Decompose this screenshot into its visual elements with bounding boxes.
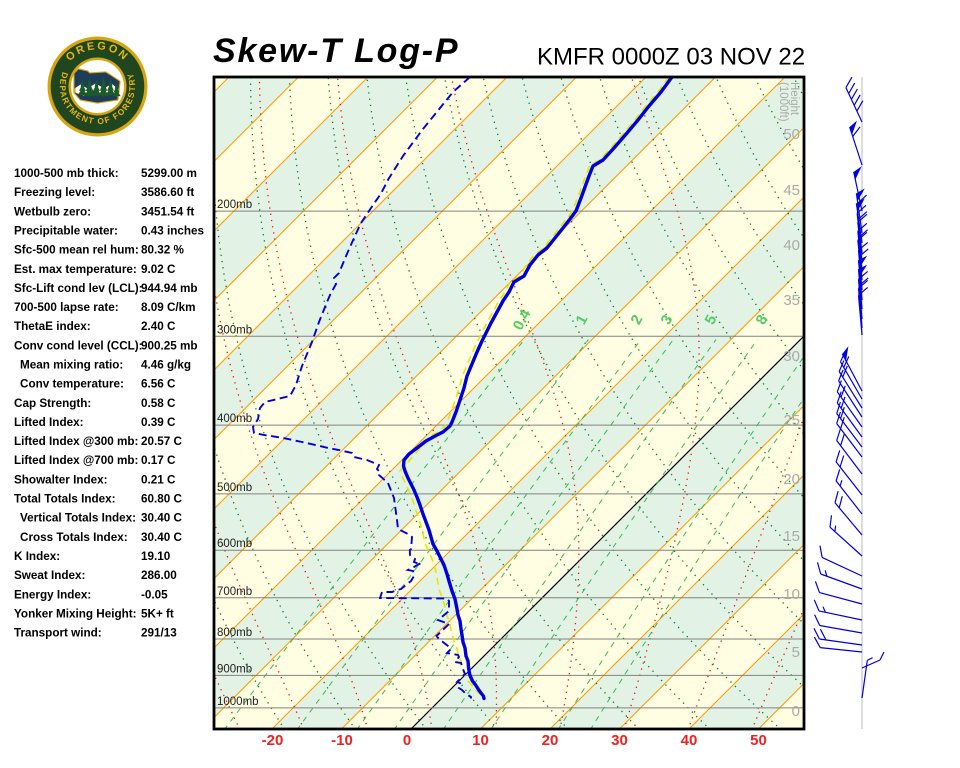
svg-text:50: 50 (750, 732, 767, 749)
svg-text:Lifted Index:: Lifted Index: (14, 416, 83, 429)
svg-text:Cap Strength:: Cap Strength: (14, 397, 91, 410)
svg-text:0.21 C: 0.21 C (141, 473, 176, 486)
svg-text:-20: -20 (262, 732, 284, 749)
svg-text:Vertical Totals Index:: Vertical Totals Index: (20, 512, 136, 525)
svg-text:200mb: 200mb (217, 199, 252, 211)
svg-text:45: 45 (783, 182, 800, 199)
svg-text:1000mb: 1000mb (217, 696, 259, 708)
svg-text:6.56 C: 6.56 C (141, 378, 176, 391)
svg-text:30.40 C: 30.40 C (141, 531, 182, 544)
svg-text:Cross Totals Index:: Cross Totals Index: (20, 531, 128, 544)
svg-text:291/13: 291/13 (141, 627, 177, 640)
svg-text:50: 50 (783, 126, 800, 143)
svg-text:0.43 inches: 0.43 inches (141, 224, 205, 237)
svg-text:-0.05: -0.05 (141, 588, 168, 601)
svg-text:K Index:: K Index: (14, 550, 60, 563)
svg-text:Precipitable water:: Precipitable water: (14, 224, 118, 237)
svg-text:Conv temperature:: Conv temperature: (20, 378, 124, 391)
svg-text:Total Totals Index:: Total Totals Index: (14, 493, 116, 506)
svg-text:60.80 C: 60.80 C (141, 493, 182, 506)
svg-text:4.46 g/kg: 4.46 g/kg (141, 359, 191, 372)
svg-text:20.57 C: 20.57 C (141, 435, 182, 448)
svg-text:2.40 C: 2.40 C (141, 320, 176, 333)
svg-text:-10: -10 (331, 732, 353, 749)
svg-text:35: 35 (783, 292, 800, 309)
svg-text:5299.00 m: 5299.00 m (141, 167, 197, 180)
svg-text:700mb: 700mb (217, 586, 252, 598)
svg-text:0: 0 (403, 732, 411, 749)
svg-text:25: 25 (783, 412, 800, 429)
svg-text:5K+ ft: 5K+ ft (141, 608, 174, 621)
svg-text:Lifted Index @300 mb:: Lifted Index @300 mb: (14, 435, 138, 448)
svg-text:900.25 mb: 900.25 mb (141, 339, 198, 352)
svg-text:800mb: 800mb (217, 627, 252, 639)
svg-text:10: 10 (783, 586, 800, 603)
svg-text:5: 5 (792, 644, 800, 661)
svg-text:600mb: 600mb (217, 538, 252, 550)
svg-text:500mb: 500mb (217, 482, 252, 494)
svg-text:Sweat Index:: Sweat Index: (14, 569, 85, 582)
svg-text:Est. max temperature:: Est. max temperature: (14, 263, 137, 276)
svg-text:ThetaE index:: ThetaE index: (14, 320, 91, 333)
svg-text:944.94 mb: 944.94 mb (141, 282, 198, 295)
svg-text:30: 30 (611, 732, 628, 749)
svg-text:Conv cond level (CCL):: Conv cond level (CCL): (14, 339, 143, 352)
svg-text:0.17 C: 0.17 C (141, 454, 176, 467)
svg-text:Sfc-500 mean rel hum:: Sfc-500 mean rel hum: (14, 244, 139, 257)
svg-text:Sfc-Lift cond lev (LCL):: Sfc-Lift cond lev (LCL): (14, 282, 143, 295)
svg-text:3451.54 ft: 3451.54 ft (141, 205, 194, 218)
svg-text:0.39 C: 0.39 C (141, 416, 176, 429)
svg-text:Showalter Index:: Showalter Index: (14, 473, 108, 486)
svg-text:80.32 %: 80.32 % (141, 244, 184, 257)
svg-text:Mean mixing ratio:: Mean mixing ratio: (20, 359, 123, 372)
svg-text:15: 15 (783, 528, 800, 545)
svg-text:Transport wind:: Transport wind: (14, 627, 102, 640)
svg-text:30: 30 (783, 348, 800, 365)
svg-text:30.40 C: 30.40 C (141, 512, 182, 525)
svg-text:Skew-T Log-P: Skew-T Log-P (213, 32, 459, 70)
svg-text:400mb: 400mb (217, 413, 252, 425)
svg-text:1000-500 mb thick:: 1000-500 mb thick: (14, 167, 119, 180)
svg-text:300mb: 300mb (217, 324, 252, 336)
svg-text:Height: Height (788, 82, 800, 116)
svg-text:10: 10 (472, 732, 489, 749)
svg-text:Freezing level:: Freezing level: (14, 186, 95, 199)
svg-text:KMFR 0000Z 03 NOV 22: KMFR 0000Z 03 NOV 22 (537, 44, 805, 71)
svg-text:Wetbulb zero:: Wetbulb zero: (14, 205, 91, 218)
svg-text:286.00: 286.00 (141, 569, 177, 582)
svg-text:Energy Index:: Energy Index: (14, 588, 91, 601)
svg-text:40: 40 (681, 732, 698, 749)
svg-text:20: 20 (542, 732, 559, 749)
svg-text:900mb: 900mb (217, 663, 252, 675)
svg-text:(1000ft): (1000ft) (777, 82, 789, 122)
svg-text:20: 20 (783, 471, 800, 488)
svg-text:9.02 C: 9.02 C (141, 263, 176, 276)
svg-text:Lifted Index @700 mb:: Lifted Index @700 mb: (14, 454, 138, 467)
svg-text:19.10: 19.10 (141, 550, 171, 563)
svg-text:0.58 C: 0.58 C (141, 397, 176, 410)
svg-text:0: 0 (792, 703, 800, 720)
svg-text:700-500 lapse rate:: 700-500 lapse rate: (14, 301, 119, 314)
svg-text:Yonker Mixing Height:: Yonker Mixing Height: (14, 608, 137, 621)
svg-text:3586.60 ft: 3586.60 ft (141, 186, 194, 199)
svg-text:40: 40 (783, 237, 800, 254)
svg-text:8.09 C/km: 8.09 C/km (141, 301, 196, 314)
